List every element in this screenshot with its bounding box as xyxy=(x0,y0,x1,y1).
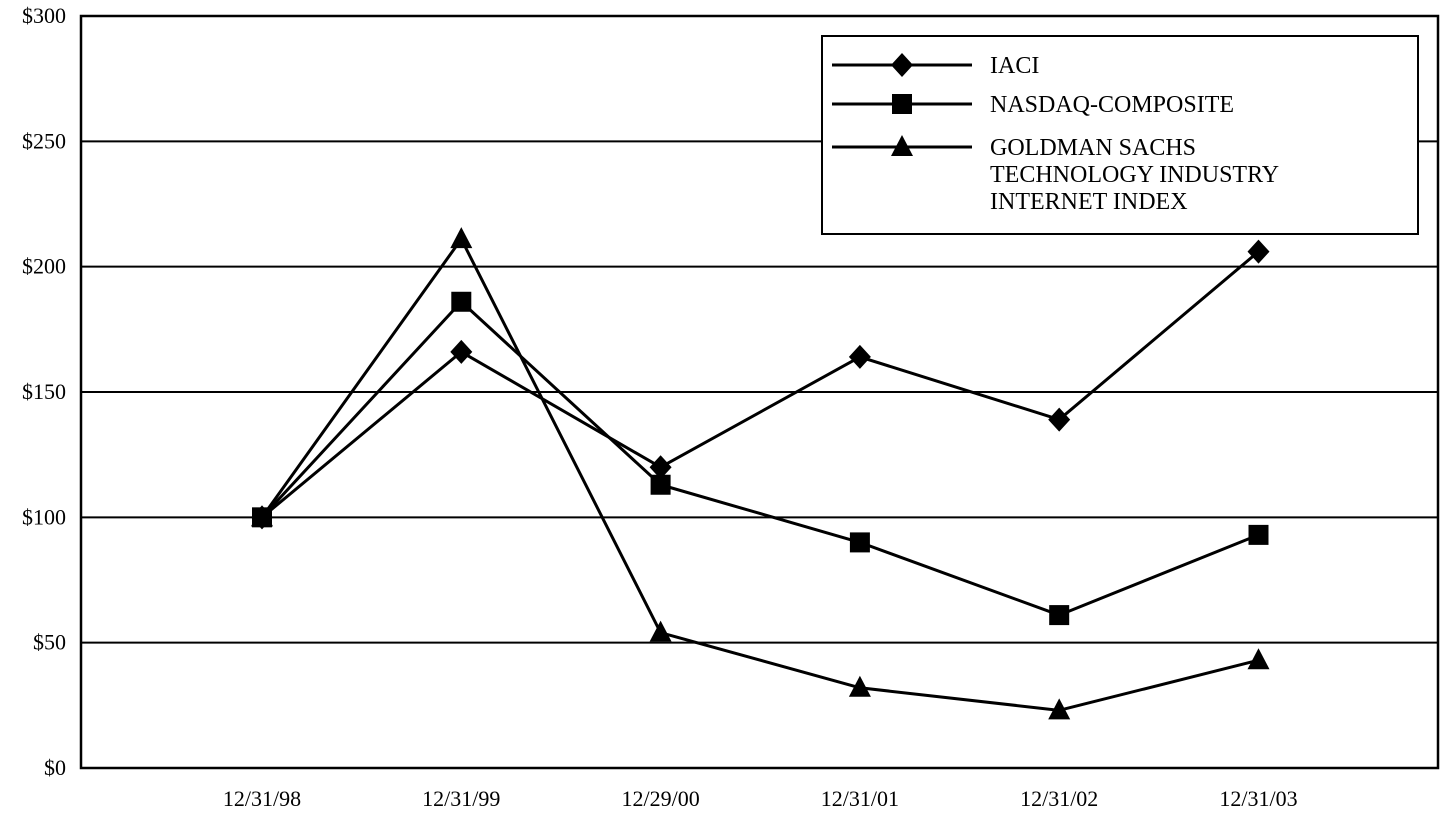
y-tick-label: $300 xyxy=(22,3,66,28)
data-point xyxy=(849,532,870,553)
data-point xyxy=(1248,524,1269,545)
legend-label: NASDAQ-COMPOSITE xyxy=(990,92,1234,118)
y-tick-label: $100 xyxy=(22,504,66,529)
data-point xyxy=(649,455,672,480)
legend-label: IACI xyxy=(990,53,1039,79)
y-tick-label: $0 xyxy=(44,755,66,780)
data-point xyxy=(848,675,871,697)
legend-entry: IACI xyxy=(832,53,1039,79)
data-point xyxy=(650,474,671,495)
gridlines xyxy=(81,140,1438,644)
triangle-marker-icon xyxy=(891,135,913,156)
data-point xyxy=(451,291,472,312)
x-axis-tick-labels: 12/31/98 12/31/99 12/29/00 12/31/01 12/31/02… xyxy=(223,786,1298,811)
y-tick-label: $150 xyxy=(22,379,66,404)
y-tick-label: $200 xyxy=(22,254,66,279)
data-point xyxy=(1049,605,1070,626)
y-tick-label: $250 xyxy=(22,128,66,153)
x-tick-label: 12/31/01 xyxy=(821,786,899,811)
data-point xyxy=(1247,648,1270,670)
data-point xyxy=(251,505,273,527)
series xyxy=(251,227,1270,720)
legend-box xyxy=(821,35,1419,235)
data-point xyxy=(649,620,672,642)
legend: IACI NASDAQ-COMPOSITE GOLDMAN SACHS TECHNOL… xyxy=(821,35,1419,235)
y-tick-label: $50 xyxy=(33,630,66,655)
legend-label: GOLDMAN SACHS TECHNOLOGY INDUSTRY INTERNET… xyxy=(990,135,1279,215)
x-tick-label: 12/31/02 xyxy=(1020,786,1098,811)
data-point xyxy=(1048,407,1071,432)
square-marker-icon xyxy=(892,94,912,114)
data-point xyxy=(450,227,473,249)
series-nasdaq-composite xyxy=(252,291,1269,626)
x-tick-label: 12/31/03 xyxy=(1219,786,1297,811)
x-tick-label: 12/31/99 xyxy=(422,786,500,811)
data-point xyxy=(450,339,473,364)
legend-entries: IACI NASDAQ-COMPOSITE GOLDMAN SACHS TECHNOL… xyxy=(832,53,1279,215)
series-line xyxy=(260,237,1259,712)
series-iaci xyxy=(251,239,1270,530)
x-tick-label: 12/29/00 xyxy=(621,786,699,811)
series-goldman-sachs-technology-indus xyxy=(251,227,1270,720)
series-line xyxy=(260,300,1260,617)
data-point xyxy=(1048,698,1071,720)
series-line xyxy=(261,250,1260,519)
legend-entry: GOLDMAN SACHS TECHNOLOGY INDUSTRY INTERNET… xyxy=(832,135,1279,215)
x-tick-label: 12/31/98 xyxy=(223,786,301,811)
y-axis-tick-labels: $0 $50 $100 $150 $200 $250 $300 xyxy=(22,3,66,780)
plot-frame xyxy=(79,14,1440,770)
data-point xyxy=(1247,239,1270,264)
diamond-marker-icon xyxy=(891,53,913,77)
data-point xyxy=(848,344,871,369)
legend-entry: NASDAQ-COMPOSITE xyxy=(832,92,1234,118)
